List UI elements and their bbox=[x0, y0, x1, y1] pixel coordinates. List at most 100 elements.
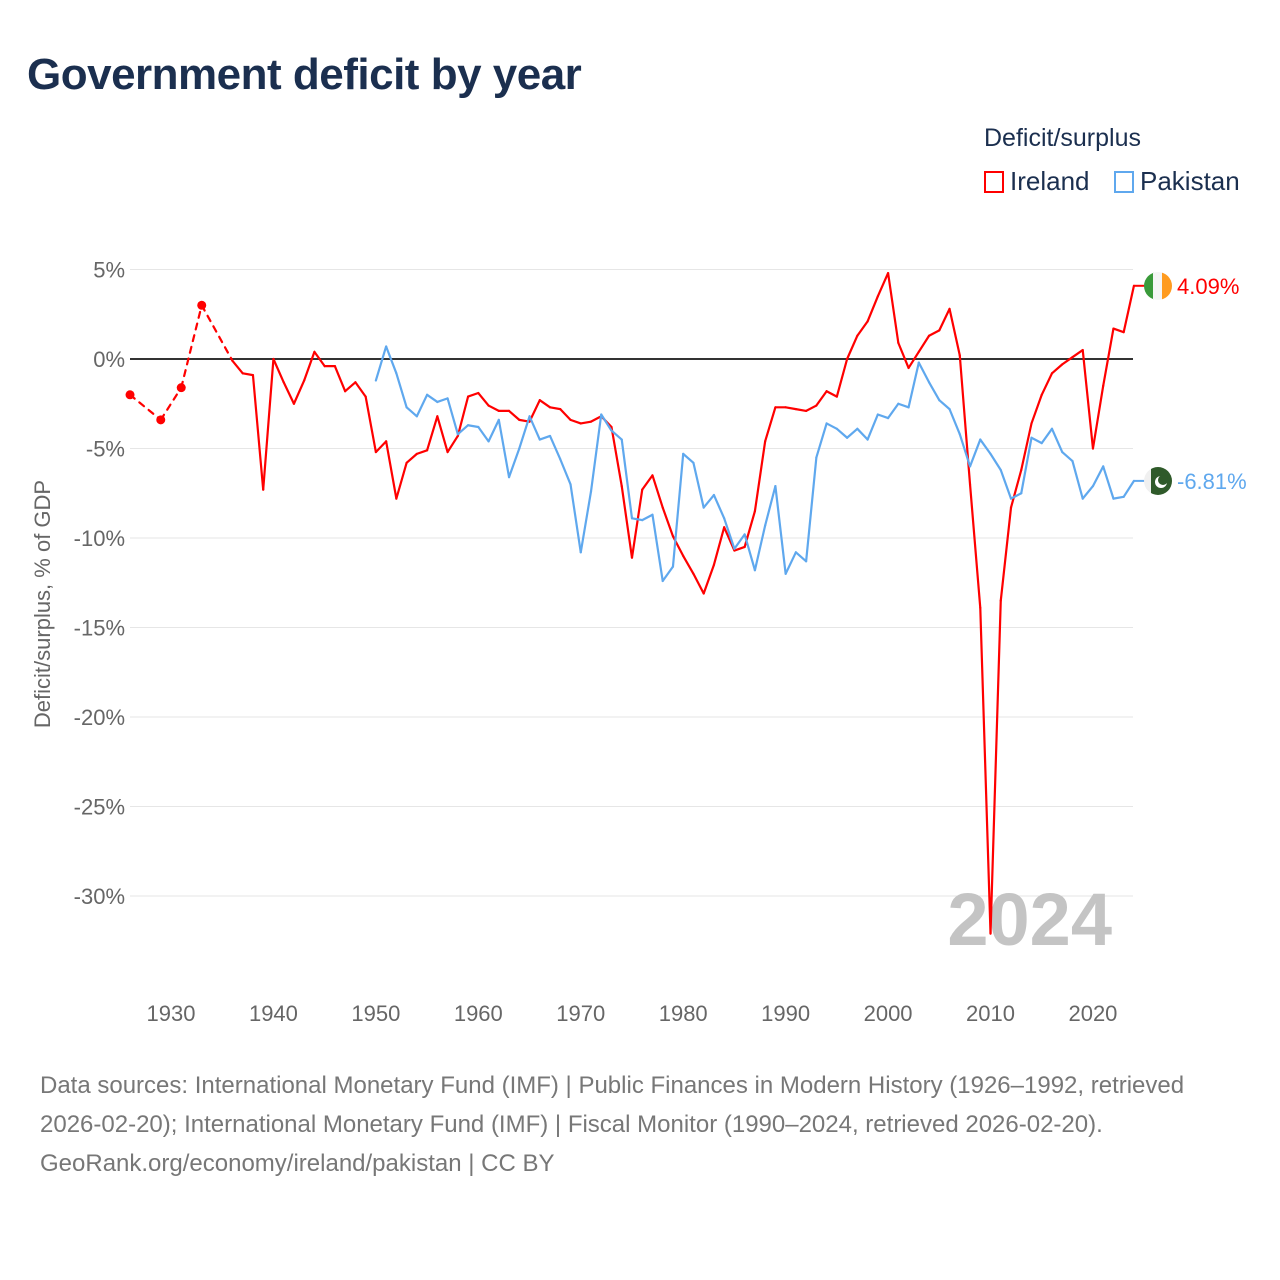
pakistan-line-segment bbox=[395, 372, 408, 409]
ireland-line-segment bbox=[805, 404, 818, 413]
ireland-line-segment bbox=[569, 418, 582, 425]
pakistan-line-segment bbox=[927, 381, 941, 402]
pakistan-line-segment bbox=[805, 456, 818, 563]
ireland-line-segment bbox=[938, 307, 951, 332]
ireland-line-segment bbox=[405, 452, 418, 464]
pakistan-line-segment bbox=[374, 345, 388, 382]
pakistan-line-segment bbox=[1061, 450, 1074, 463]
legend-swatch-ireland bbox=[984, 170, 1004, 193]
pakistan-line-segment bbox=[968, 438, 982, 468]
ireland-line-segment bbox=[948, 307, 961, 357]
pakistan-line-segment bbox=[528, 415, 541, 441]
pakistan-line-segment bbox=[846, 427, 859, 439]
ireland-line-segment bbox=[968, 483, 982, 609]
pakistan-line-segment bbox=[1122, 479, 1136, 498]
pakistan-line-segment bbox=[743, 533, 757, 572]
ireland-line-segment bbox=[1112, 327, 1125, 334]
ireland-line-segment bbox=[589, 415, 603, 423]
pakistan-line-segment bbox=[1091, 465, 1105, 488]
x-tick-label: 1970 bbox=[556, 1001, 605, 1026]
pakistan-line-segment bbox=[405, 406, 418, 418]
ireland-line-segment bbox=[1030, 393, 1043, 425]
pakistan-line-segment bbox=[477, 425, 490, 443]
pakistan-line-segment bbox=[907, 361, 920, 409]
pakistan-line-segment bbox=[692, 461, 705, 509]
ireland-line-segment bbox=[702, 563, 716, 595]
pakistan-line-segment bbox=[456, 424, 470, 436]
ireland-line-segment bbox=[856, 320, 869, 337]
legend-item-pakistan[interactable]: Pakistan bbox=[1114, 166, 1240, 197]
pakistan-line-segment bbox=[610, 429, 623, 441]
x-tick-label: 2010 bbox=[966, 1001, 1015, 1026]
ireland-line-segment bbox=[825, 390, 838, 398]
ireland-line-segment bbox=[466, 391, 480, 398]
ireland-line-segment bbox=[477, 391, 490, 407]
pakistan-line-segment bbox=[1009, 492, 1023, 500]
chart-title: Government deficit by year bbox=[27, 50, 582, 99]
ireland-line-segment bbox=[651, 474, 664, 509]
ireland-line-segment bbox=[835, 357, 849, 398]
pakistan-line-segment bbox=[938, 399, 951, 411]
pakistan-line-segment bbox=[886, 402, 900, 420]
ireland-flag-icon bbox=[1144, 272, 1154, 300]
pakistan-line-segment bbox=[466, 424, 480, 429]
pakistan-line-segment bbox=[999, 468, 1013, 500]
credit-link[interactable]: GeoRank.org/economy/ireland/pakistan | C… bbox=[40, 1150, 555, 1177]
ireland-line-segment bbox=[846, 334, 859, 361]
pakistan-line-segment bbox=[385, 345, 398, 375]
pakistan-line-segment bbox=[589, 413, 603, 493]
ireland-data-point bbox=[156, 415, 166, 425]
ireland-line-segment bbox=[661, 506, 675, 538]
x-tick-label: 1990 bbox=[761, 1001, 810, 1026]
ireland-data-point bbox=[176, 383, 186, 393]
pakistan-line-segment bbox=[979, 438, 992, 455]
x-tick-label: 2020 bbox=[1068, 1001, 1117, 1026]
ireland-line-segment bbox=[764, 406, 777, 443]
pakistan-line-segment bbox=[835, 427, 849, 439]
pakistan-line-segment bbox=[507, 447, 521, 479]
ireland-line-segment bbox=[1091, 384, 1105, 450]
pakistan-line-segment bbox=[651, 513, 664, 583]
pakistan-line-segment bbox=[712, 493, 726, 520]
pakistan-line-segment bbox=[1112, 495, 1125, 500]
ireland-line-segment bbox=[200, 304, 234, 362]
pakistan-end-label: -6.81% bbox=[1177, 469, 1247, 494]
legend-label: Ireland bbox=[1010, 166, 1090, 196]
pakistan-line-segment bbox=[569, 483, 582, 554]
legend-item-ireland[interactable]: Ireland bbox=[984, 166, 1090, 197]
ireland-end-label: 4.09% bbox=[1177, 274, 1239, 299]
ireland-line-segment bbox=[907, 350, 920, 370]
ireland-line-segment bbox=[897, 341, 910, 370]
legend-swatch-pakistan bbox=[1114, 170, 1134, 193]
ireland-line-segment bbox=[395, 461, 408, 500]
pakistan-line-segment bbox=[497, 418, 511, 479]
ireland-line-segment bbox=[487, 404, 500, 413]
ireland-line-segment bbox=[538, 399, 552, 409]
ireland-line-segment bbox=[231, 359, 244, 375]
ireland-line-segment bbox=[917, 334, 931, 353]
ireland-line-segment bbox=[303, 350, 316, 382]
ireland-line-segment bbox=[292, 379, 306, 405]
ireland-line-segment bbox=[426, 415, 439, 452]
pakistan-line-segment bbox=[1020, 436, 1033, 495]
ireland-line-segment bbox=[251, 374, 265, 491]
ireland-line-segment bbox=[712, 526, 726, 566]
ireland-line-segment bbox=[128, 393, 162, 421]
ireland-line-segment bbox=[272, 357, 285, 384]
pakistan-line-segment bbox=[538, 434, 552, 441]
y-tick-label: -25% bbox=[74, 795, 125, 820]
pakistan-line-segment bbox=[682, 452, 695, 464]
x-tick-label: 1930 bbox=[147, 1001, 196, 1026]
pakistan-line-segment bbox=[600, 413, 613, 432]
ireland-line-segment bbox=[1081, 348, 1095, 450]
ireland-line-segment bbox=[1040, 372, 1054, 396]
pakistan-line-segment bbox=[794, 551, 808, 563]
pakistan-line-segment bbox=[426, 393, 439, 404]
pakistan-line-segment bbox=[518, 415, 531, 450]
pakistan-line-segment bbox=[856, 427, 869, 441]
y-tick-label: -10% bbox=[74, 526, 125, 551]
pakistan-line-segment bbox=[415, 393, 429, 418]
pakistan-line-segment bbox=[897, 402, 910, 409]
